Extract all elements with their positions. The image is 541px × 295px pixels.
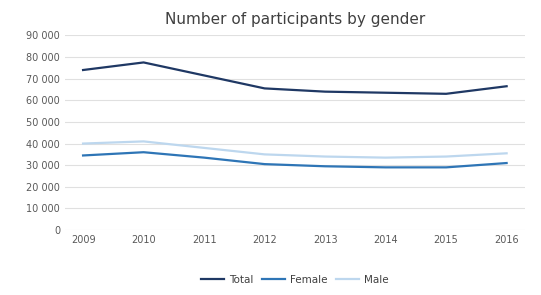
Male: [322, 155, 328, 158]
Total: [382, 91, 389, 94]
Female: [382, 165, 389, 169]
Male: [80, 142, 87, 145]
Female: [201, 156, 207, 159]
Female: [140, 150, 147, 154]
Male: [503, 152, 510, 155]
Male: [201, 146, 207, 150]
Line: Female: Female: [83, 152, 506, 167]
Male: [443, 155, 450, 158]
Male: [382, 156, 389, 159]
Total: [261, 87, 268, 90]
Female: [261, 162, 268, 166]
Legend: Total, Female, Male: Total, Female, Male: [197, 270, 393, 289]
Line: Male: Male: [83, 141, 506, 158]
Total: [322, 90, 328, 94]
Total: [140, 61, 147, 64]
Total: [201, 74, 207, 77]
Male: [140, 140, 147, 143]
Female: [443, 165, 450, 169]
Female: [322, 165, 328, 168]
Female: [503, 161, 510, 165]
Total: [443, 92, 450, 96]
Total: [80, 68, 87, 72]
Female: [80, 154, 87, 157]
Total: [503, 84, 510, 88]
Male: [261, 153, 268, 156]
Line: Total: Total: [83, 63, 506, 94]
Title: Number of participants by gender: Number of participants by gender: [164, 12, 425, 27]
